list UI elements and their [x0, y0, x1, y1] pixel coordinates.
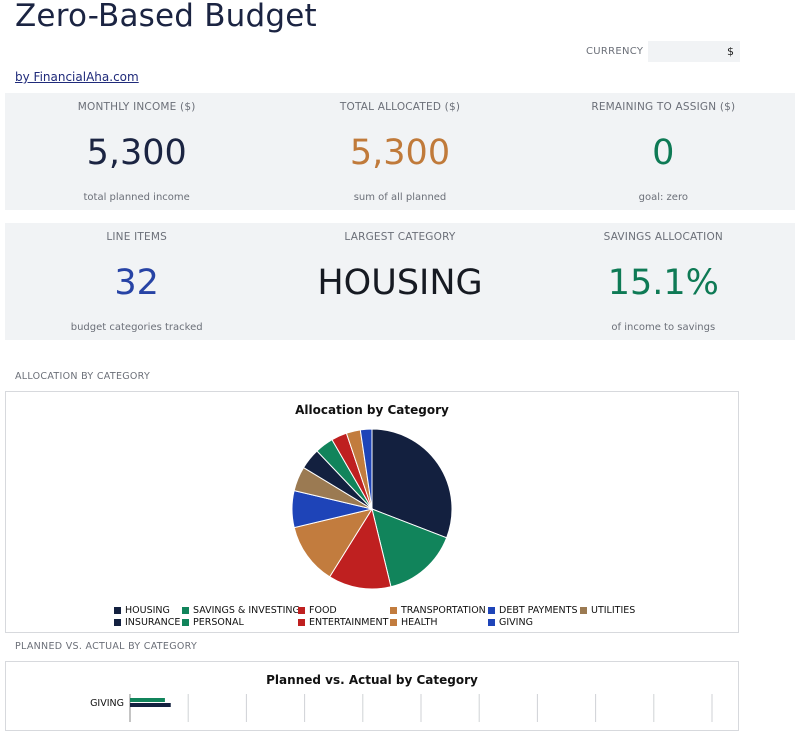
allocation-chart[interactable]: Allocation by Category HOUSING SAVINGS & …: [5, 391, 739, 633]
pie-slice-savings-and-investing[interactable]: [371, 508, 448, 588]
legend-item-giving[interactable]: GIVING: [488, 617, 580, 628]
legend-swatch: [114, 619, 121, 626]
planned-actual-chart[interactable]: Planned vs. Actual by Category GIVING: [5, 661, 739, 731]
legend-swatch: [114, 607, 121, 614]
kpi-monthly-income: MONTHLY INCOME ($) 5,300 total planned i…: [5, 93, 268, 210]
legend-item-utilities[interactable]: UTILITIES: [580, 605, 650, 616]
kpi-label: TOTAL ALLOCATED ($): [339, 101, 461, 113]
legend-label: GIVING: [499, 617, 533, 628]
kpi-row-budget: MONTHLY INCOME ($) 5,300 total planned i…: [5, 93, 795, 210]
legend-item-health[interactable]: HEALTH: [390, 617, 488, 628]
kpi-largest-category: LARGEST CATEGORY HOUSING: [268, 223, 531, 340]
kpi-label: LARGEST CATEGORY: [344, 231, 456, 243]
kpi-subtext: goal: zero: [638, 192, 688, 203]
legend-label: UTILITIES: [591, 605, 636, 616]
legend-swatch: [182, 619, 189, 626]
kpi-value: 32: [114, 263, 159, 303]
currency-field[interactable]: $: [648, 41, 740, 62]
bar-giving-series-1[interactable]: [130, 703, 171, 707]
pie-slice-food[interactable]: [328, 507, 392, 590]
kpi-row-summary: LINE ITEMS 32 budget categories tracked …: [5, 223, 795, 340]
legend-swatch: [580, 607, 587, 614]
legend-swatch: [488, 607, 495, 614]
legend-label: SAVINGS & INVESTING: [193, 605, 300, 616]
kpi-subtext: sum of all planned: [353, 192, 447, 203]
bar-chart[interactable]: GIVING: [6, 662, 738, 722]
kpi-label: LINE ITEMS: [106, 231, 167, 243]
legend-item-savings-and-investing[interactable]: SAVINGS & INVESTING: [182, 605, 300, 616]
chart-title: Planned vs. Actual by Category: [266, 673, 478, 687]
kpi-label: SAVINGS ALLOCATION: [603, 231, 723, 243]
kpi-value: 15.1%: [607, 263, 719, 303]
legend-item-housing[interactable]: HOUSING: [114, 605, 182, 616]
section-label-allocation: ALLOCATION BY CATEGORY: [15, 371, 151, 382]
legend-item-personal[interactable]: PERSONAL: [182, 617, 298, 628]
currency-label: CURRENCY: [586, 46, 644, 57]
pie-slice-transportation[interactable]: [293, 508, 374, 578]
kpi-subtext: total planned income: [83, 192, 190, 203]
pie-slice-giving[interactable]: [359, 428, 373, 510]
legend-item-insurance[interactable]: INSURANCE: [114, 617, 182, 628]
byline-link[interactable]: by FinancialAha.com: [15, 70, 139, 84]
legend-label: FOOD: [309, 605, 337, 616]
bar-giving-series-0[interactable]: [130, 698, 165, 702]
pie-chart[interactable]: [6, 392, 738, 632]
pie-slice-housing[interactable]: [371, 428, 453, 539]
legend-label: INSURANCE: [125, 617, 181, 628]
legend-swatch: [390, 607, 397, 614]
kpi-value: 5,300: [349, 133, 451, 173]
kpi-value: 5,300: [86, 133, 187, 173]
page-title: Zero-Based Budget: [15, 0, 317, 34]
legend-item-transportation[interactable]: TRANSPORTATION: [390, 605, 488, 616]
legend-item-debt-payments[interactable]: DEBT PAYMENTS: [488, 605, 580, 616]
kpi-value: 0: [652, 133, 675, 173]
legend-label: HOUSING: [125, 605, 170, 616]
legend-swatch: [390, 619, 397, 626]
legend-label: ENTERTAINMENT: [309, 617, 389, 628]
kpi-savings-allocation: SAVINGS ALLOCATION 15.1% of income to sa…: [532, 223, 795, 340]
legend-swatch: [298, 607, 305, 614]
kpi-value: HOUSING: [317, 263, 483, 303]
legend-swatch: [298, 619, 305, 626]
kpi-subtext: of income to savings: [611, 322, 716, 333]
kpi-line-items: LINE ITEMS 32 budget categories tracked: [5, 223, 268, 340]
legend-item-food[interactable]: FOOD: [298, 605, 390, 616]
pie-legend: HOUSING SAVINGS & INVESTING FOOD TRANSPORTA…: [114, 605, 654, 628]
kpi-subtext: budget categories tracked: [70, 322, 203, 333]
section-label-planned: PLANNED VS. ACTUAL BY CATEGORY: [15, 641, 198, 652]
legend-label: PERSONAL: [193, 617, 244, 628]
kpi-total-allocated: TOTAL ALLOCATED ($) 5,300 sum of all pla…: [268, 93, 531, 210]
legend-swatch: [488, 619, 495, 626]
legend-label: TRANSPORTATION: [401, 605, 486, 616]
legend-label: DEBT PAYMENTS: [499, 605, 578, 616]
legend-label: HEALTH: [401, 617, 438, 628]
category-label-giving: GIVING: [90, 698, 124, 709]
kpi-label: MONTHLY INCOME ($): [77, 101, 196, 113]
legend-swatch: [182, 607, 189, 614]
chart-title: Allocation by Category: [295, 403, 449, 417]
kpi-remaining: REMAINING TO ASSIGN ($) 0 goal: zero: [532, 93, 795, 210]
kpi-label: REMAINING TO ASSIGN ($): [591, 101, 736, 113]
legend-item-entertainment[interactable]: ENTERTAINMENT: [298, 617, 390, 628]
